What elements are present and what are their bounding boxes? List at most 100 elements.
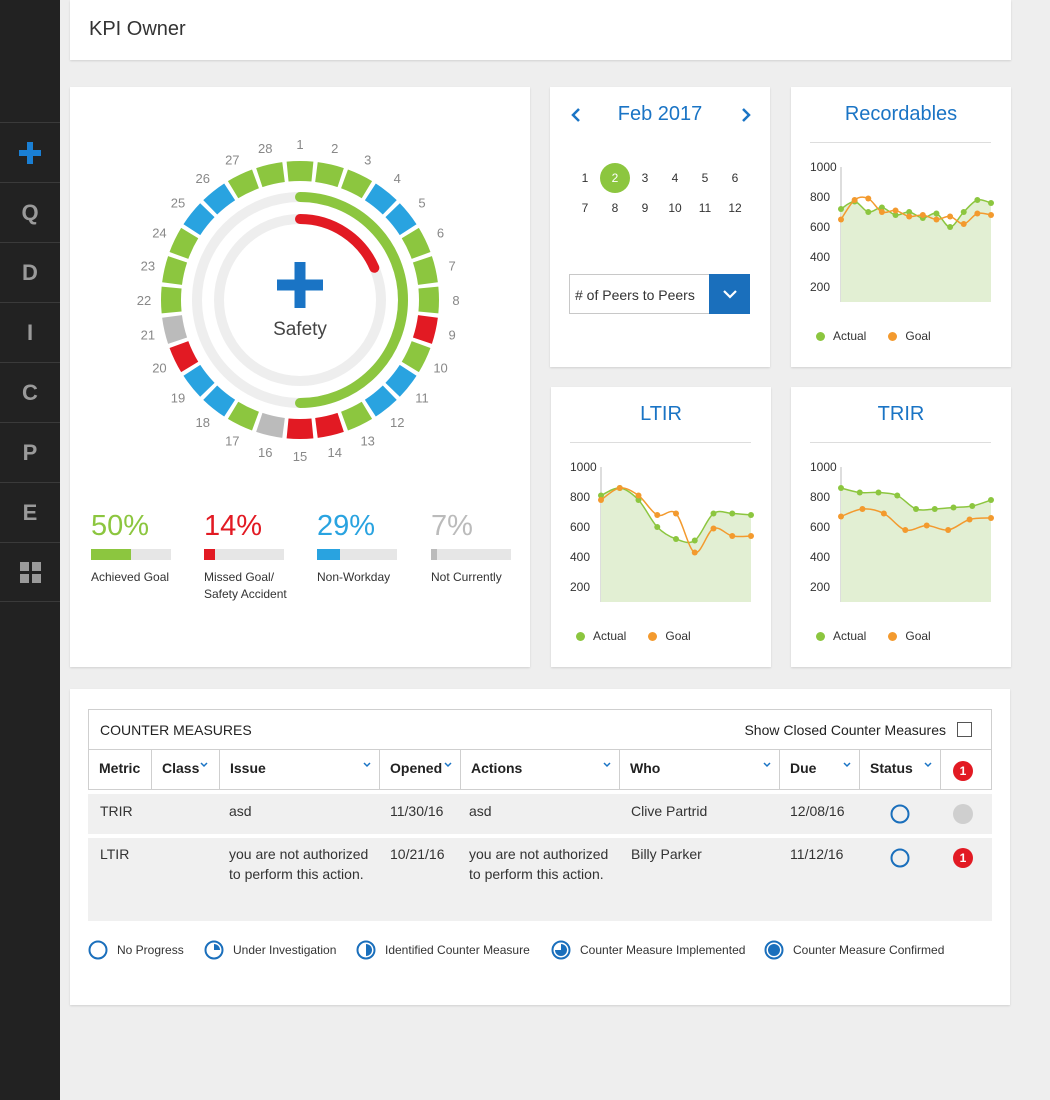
data-point-goal[interactable] [616,485,623,491]
data-point-actual[interactable] [913,506,919,512]
calendar-day-9[interactable]: 9 [641,201,649,215]
calendar-day-8[interactable]: 8 [611,201,619,215]
day-segment-14[interactable] [315,412,344,438]
data-point-goal[interactable] [838,513,844,520]
day-segment-2[interactable] [315,162,344,188]
data-point-actual[interactable] [988,200,994,206]
sidebar-item-c[interactable]: C [0,362,60,422]
column-who[interactable]: Who [620,750,780,789]
data-point-goal[interactable] [988,212,994,218]
sidebar-item-q[interactable]: Q [0,182,60,242]
sidebar-item-grid[interactable] [0,542,60,602]
day-segment-23[interactable] [162,256,188,285]
data-point-actual[interactable] [933,210,940,217]
sidebar-item-p[interactable]: P [0,422,60,482]
data-point-actual[interactable] [931,506,938,512]
data-point-actual[interactable] [598,492,604,499]
day-segment-10[interactable] [401,341,431,373]
chevron-left-icon[interactable] [568,105,584,125]
data-point-goal[interactable] [960,221,967,227]
data-point-goal[interactable] [947,213,954,220]
table-row[interactable]: LTIR you are not authorized to perform t… [88,838,992,921]
data-point-goal[interactable] [838,216,844,223]
data-point-actual[interactable] [691,537,698,544]
column-metric[interactable]: Metric [89,750,152,789]
metric-select[interactable]: # of Peers to Peers [569,274,750,314]
day-segment-12[interactable] [364,385,397,417]
chevron-right-icon[interactable] [738,105,754,125]
day-segment-24[interactable] [169,227,199,259]
data-point-goal[interactable] [923,522,930,529]
sidebar-item-i[interactable]: I [0,302,60,362]
calendar-day-4[interactable]: 4 [671,171,679,185]
column-opened[interactable]: Opened [380,750,461,789]
status-no-progress-icon[interactable] [890,848,910,868]
status-no-progress-icon[interactable] [890,804,910,824]
calendar-day-6[interactable]: 6 [731,171,739,185]
day-segment-8[interactable] [418,286,440,314]
day-segment-6[interactable] [401,227,431,259]
data-point-goal[interactable] [906,213,913,220]
day-segment-19[interactable] [183,364,215,397]
data-point-goal[interactable] [851,197,858,203]
data-point-goal[interactable] [598,497,604,503]
data-point-actual[interactable] [748,512,754,518]
data-point-goal[interactable] [945,527,952,533]
data-point-actual[interactable] [865,209,872,215]
calendar-day-10[interactable]: 10 [668,201,682,215]
data-point-actual[interactable] [838,206,844,212]
metric-select-button[interactable] [709,274,750,314]
data-point-actual[interactable] [654,524,661,530]
column-actions[interactable]: Actions [461,750,620,789]
day-segment-26[interactable] [203,183,236,215]
data-point-goal[interactable] [966,516,973,523]
data-point-goal[interactable] [859,506,866,512]
day-segment-25[interactable] [183,203,215,236]
day-segment-28[interactable] [256,162,285,188]
table-row[interactable]: TRIR asd 11/30/16 asd Clive Partrid 12/0… [88,794,992,834]
column-issue[interactable]: Issue [220,750,380,789]
day-segment-27[interactable] [227,169,259,199]
data-point-goal[interactable] [865,195,872,202]
calendar-day-2[interactable]: 2 [600,163,630,193]
data-point-goal[interactable] [933,216,940,223]
calendar-day-7[interactable]: 7 [581,201,589,215]
day-segment-15[interactable] [286,418,314,440]
data-point-actual[interactable] [894,492,901,499]
day-segment-4[interactable] [364,183,397,215]
data-point-goal[interactable] [988,515,994,521]
day-segment-13[interactable] [341,401,373,431]
calendar-day-11[interactable]: 11 [698,201,712,215]
data-point-goal[interactable] [878,209,885,215]
data-point-goal[interactable] [902,527,909,533]
day-segment-20[interactable] [169,341,199,373]
day-segment-17[interactable] [227,401,259,431]
day-segment-22[interactable] [161,286,182,314]
data-point-goal[interactable] [691,549,698,556]
data-point-actual[interactable] [673,536,679,542]
data-point-actual[interactable] [729,510,736,517]
data-point-actual[interactable] [960,209,967,215]
data-point-goal[interactable] [635,492,642,499]
day-segment-16[interactable] [256,412,285,438]
calendar-day-3[interactable]: 3 [641,171,649,185]
calendar-day-12[interactable]: 12 [728,201,742,215]
data-point-goal[interactable] [673,510,679,517]
sidebar-item-add[interactable] [0,122,60,182]
data-point-actual[interactable] [875,489,882,496]
calendar-day-1[interactable]: 1 [581,171,589,185]
data-point-goal[interactable] [919,212,926,218]
day-segment-5[interactable] [385,203,417,236]
data-point-actual[interactable] [947,224,954,230]
data-point-goal[interactable] [880,510,887,517]
show-closed-checkbox[interactable] [957,722,972,737]
data-point-actual[interactable] [906,209,913,215]
data-point-actual[interactable] [969,503,976,509]
data-point-goal[interactable] [710,525,717,532]
day-segment-21[interactable] [162,315,188,344]
column-due[interactable]: Due [780,750,860,789]
day-segment-11[interactable] [385,364,417,397]
sidebar-item-e[interactable]: E [0,482,60,542]
day-segment-3[interactable] [341,169,373,199]
data-point-actual[interactable] [856,489,863,496]
